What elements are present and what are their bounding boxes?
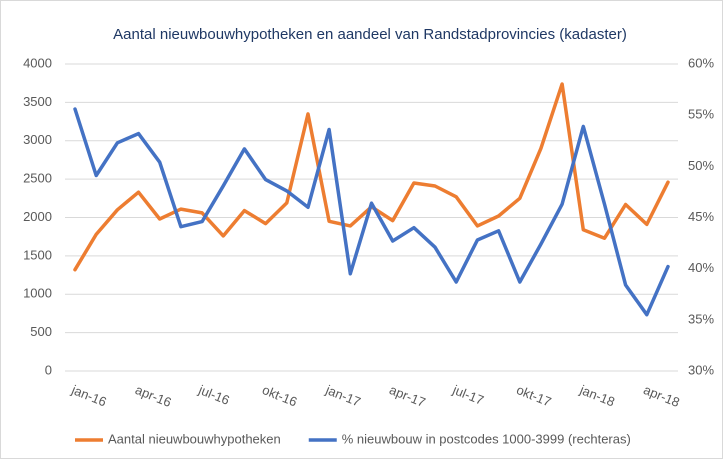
y2-tick-label: 30%: [688, 362, 714, 377]
y-tick-label: 0: [45, 362, 52, 377]
y2-tick-label: 60%: [688, 55, 714, 70]
y2-tick-label: 35%: [688, 311, 714, 326]
y2-tick-label: 50%: [688, 158, 714, 173]
y-tick-label: 1500: [23, 247, 52, 262]
series-line: [73, 107, 670, 317]
y2-tick-label: 40%: [688, 260, 714, 275]
y-tick-label: 500: [30, 324, 52, 339]
legend-label: Aantal nieuwbouwhypotheken: [108, 431, 281, 446]
legend-label: % nieuwbouw in postcodes 1000-3999 (rech…: [342, 431, 631, 446]
y2-tick-label: 55%: [688, 107, 714, 122]
y2-tick-label: 45%: [688, 209, 714, 224]
y-tick-label: 2000: [23, 209, 52, 224]
y-tick-label: 3500: [23, 94, 52, 109]
y-tick-label: 2500: [23, 171, 52, 186]
y-tick-label: 4000: [23, 55, 52, 70]
y-tick-label: 3000: [23, 132, 52, 147]
y-tick-label: 1000: [23, 286, 52, 301]
chart-title: Aantal nieuwbouwhypotheken en aandeel va…: [113, 26, 627, 43]
